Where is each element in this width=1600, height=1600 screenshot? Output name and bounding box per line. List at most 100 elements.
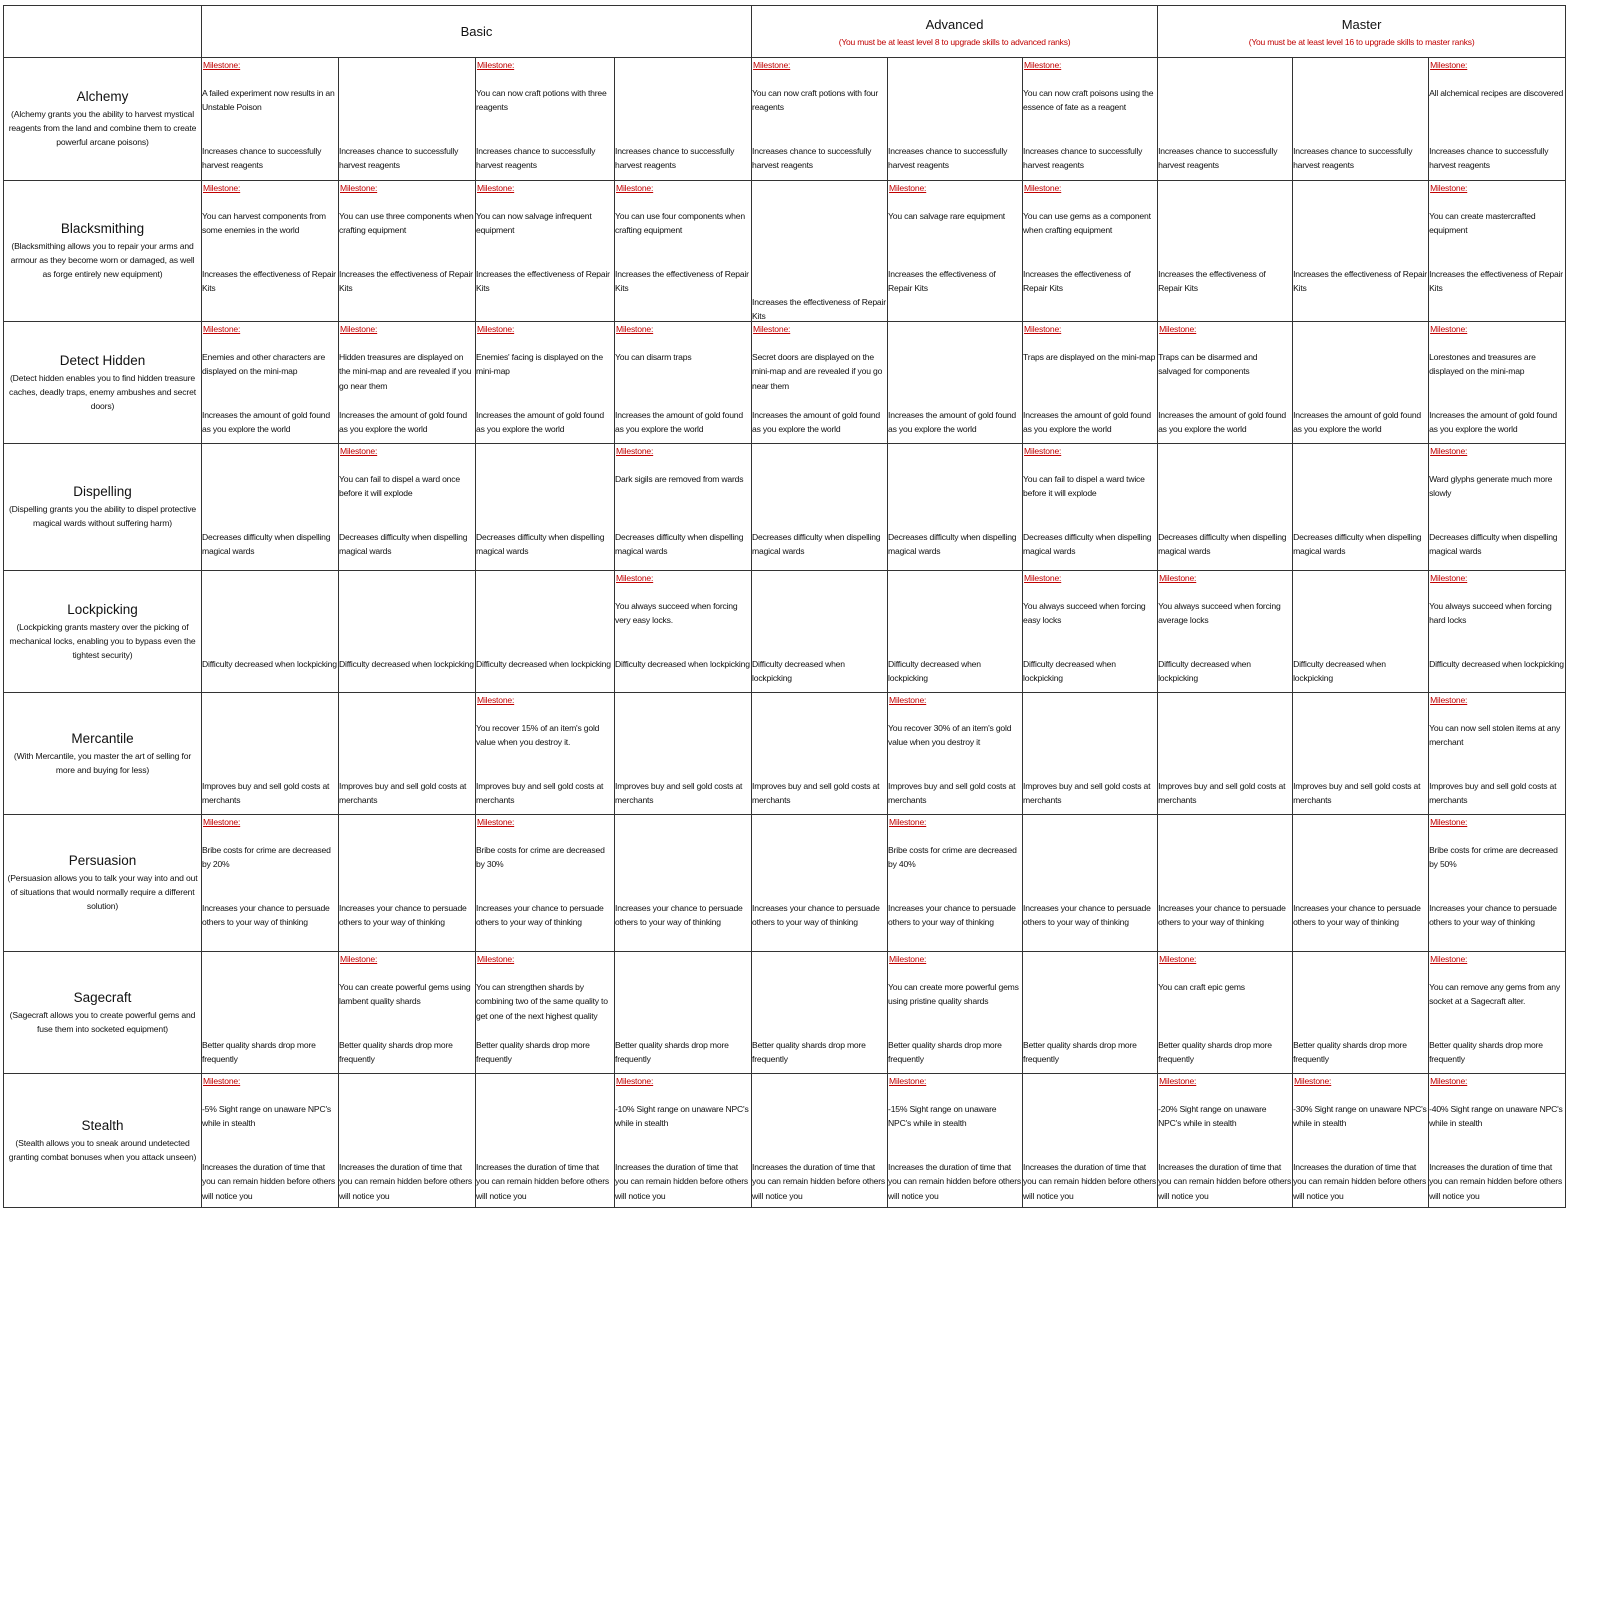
milestone-text: You recover 30% of an item's gold value … <box>888 723 1012 748</box>
skill-name: Alchemy <box>76 89 129 104</box>
rank-bonus-text: Increases the duration of time that you … <box>1293 1162 1427 1201</box>
rank-cell: Milestone: You can create more powerful … <box>887 951 1024 1074</box>
milestone-text: Hidden treasures are displayed on the mi… <box>339 352 472 391</box>
rank-cell: Better quality shards drop more frequent… <box>1292 951 1430 1074</box>
rank-cell: Increases your chance to persuade others… <box>751 814 889 952</box>
milestone-label: Milestone: <box>1024 324 1062 334</box>
milestone-text: You recover 15% of an item's gold value … <box>476 723 600 748</box>
milestone-label: Milestone: <box>616 183 654 193</box>
rank-bonus-text: Decreases difficulty when dispelling mag… <box>1293 532 1422 557</box>
rank-cell: Milestone: You can fail to dispel a ward… <box>1022 443 1159 571</box>
skill-row: Lockpicking (Lockpicking grants mastery … <box>3 570 1567 693</box>
rank-cell: Milestone: Bribe costs for crime are dec… <box>887 814 1024 952</box>
rank-bonus-text: Increases the effectiveness of Repair Ki… <box>1429 269 1563 294</box>
rank-bonus-text: Difficulty decreased when lockpicking <box>1293 659 1386 684</box>
milestone-label: Milestone: <box>889 1076 927 1086</box>
skill-header-cell: Lockpicking (Lockpicking grants mastery … <box>3 570 202 693</box>
rank-bonus-text: Decreases difficulty when dispelling mag… <box>888 532 1017 557</box>
rank-bonus-text: Increases your chance to persuade others… <box>339 903 467 928</box>
milestone-text: You can now craft poisons using the esse… <box>1023 88 1154 113</box>
rank-cell: Increases your chance to persuade others… <box>1292 814 1430 952</box>
rank-cell: Milestone: -5% Sight range on unaware NP… <box>201 1073 339 1208</box>
rank-bonus-text: Increases chance to successfully harvest… <box>752 146 872 171</box>
rank-bonus-text: Increases the amount of gold found as yo… <box>1158 410 1287 435</box>
rank-bonus-text: Better quality shards drop more frequent… <box>1293 1040 1407 1065</box>
milestone-label: Milestone: <box>1430 695 1468 705</box>
skill-row: Alchemy (Alchemy grants you the ability … <box>3 57 1567 181</box>
milestone-text: You can harvest components from some ene… <box>202 211 326 236</box>
rank-cell: Difficulty decreased when lockpicking <box>338 570 476 693</box>
milestone-text: Dark sigils are removed from wards <box>615 474 744 484</box>
rank-cell: Milestone: Secret doors are displayed on… <box>751 321 889 444</box>
rank-cell: Difficulty decreased when lockpicking <box>475 570 615 693</box>
tier-name: Basic <box>460 24 493 39</box>
skill-name: Persuasion <box>68 853 137 868</box>
rank-bonus-text: Increases the effectiveness of Repair Ki… <box>476 269 610 294</box>
milestone-text: You can disarm traps <box>615 352 692 362</box>
rank-bonus-text: Increases the amount of gold found as yo… <box>339 410 467 435</box>
rank-bonus-text: Difficulty decreased when lockpicking <box>888 659 981 684</box>
rank-cell: Milestone: You can strengthen shards by … <box>475 951 615 1074</box>
rank-cell: Better quality shards drop more frequent… <box>1022 951 1159 1074</box>
skill-header-cell: Stealth (Stealth allows you to sneak aro… <box>3 1073 202 1208</box>
milestone-text: Bribe costs for crime are decreased by 5… <box>1429 845 1558 870</box>
rank-cell: Increases your chance to persuade others… <box>1157 814 1294 952</box>
rank-cell: Improves buy and sell gold costs at merc… <box>201 692 339 815</box>
rank-cell: Increases chance to successfully harvest… <box>887 57 1024 181</box>
rank-cell: Milestone: You can disarm traps Increases… <box>613 321 753 444</box>
rank-cell: Increases the duration of time that you … <box>751 1073 889 1208</box>
rank-bonus-text: Better quality shards drop more frequent… <box>615 1040 729 1065</box>
milestone-text: Lorestones and treasures are displayed o… <box>1429 352 1536 377</box>
rank-bonus-text: Improves buy and sell gold costs at merc… <box>752 781 880 806</box>
skill-description: (Detect hidden enables you to find hidde… <box>9 372 196 411</box>
rank-bonus-text: Better quality shards drop more frequent… <box>752 1040 866 1065</box>
rank-cell: Improves buy and sell gold costs at merc… <box>1157 692 1294 815</box>
milestone-text: Bribe costs for crime are decreased by 3… <box>476 845 605 870</box>
rank-bonus-text: Difficulty decreased when lockpicking <box>476 659 611 669</box>
milestone-text: Secret doors are displayed on the mini-m… <box>752 352 883 391</box>
rank-bonus-text: Increases your chance to persuade others… <box>1023 903 1151 928</box>
rank-bonus-text: Increases your chance to persuade others… <box>1158 903 1286 928</box>
rank-cell: Milestone: -30% Sight range on unaware N… <box>1292 1073 1430 1208</box>
rank-cell: Increases the effectiveness of Repair Ki… <box>751 180 889 322</box>
milestone-label: Milestone: <box>477 954 515 964</box>
milestone-text: You can salvage rare equipment <box>888 211 1005 221</box>
rank-bonus-text: Better quality shards drop more frequent… <box>476 1040 590 1065</box>
rank-cell: Increases your chance to persuade others… <box>338 814 476 952</box>
rank-bonus-text: Increases chance to successfully harvest… <box>476 146 596 171</box>
rank-bonus-text: Increases the effectiveness of Repair Ki… <box>339 269 473 294</box>
rank-cell: Increases chance to successfully harvest… <box>338 57 476 181</box>
milestone-label: Milestone: <box>203 60 241 70</box>
milestone-label: Milestone: <box>1430 1076 1468 1086</box>
rank-bonus-text: Decreases difficulty when dispelling mag… <box>615 532 744 557</box>
rank-cell: Increases chance to successfully harvest… <box>1292 57 1430 181</box>
rank-cell: Decreases difficulty when dispelling mag… <box>887 443 1024 571</box>
rank-cell: Improves buy and sell gold costs at merc… <box>1022 692 1159 815</box>
rank-cell: Milestone: You can salvage rare equipmen… <box>887 180 1024 322</box>
milestone-label: Milestone: <box>1024 60 1062 70</box>
milestone-text: Traps are displayed on the mini-map <box>1023 352 1156 362</box>
rank-bonus-text: Improves buy and sell gold costs at merc… <box>202 781 330 806</box>
milestone-text: You can now craft potions with three rea… <box>476 88 607 113</box>
milestone-text: -15% Sight range on unaware NPC's while … <box>888 1104 997 1129</box>
rank-cell: Increases your chance to persuade others… <box>1022 814 1159 952</box>
rank-cell: Improves buy and sell gold costs at merc… <box>613 692 753 815</box>
milestone-text: You can now craft potions with four reag… <box>752 88 879 113</box>
skill-name: Blacksmithing <box>60 221 145 236</box>
rank-bonus-text: Decreases difficulty when dispelling mag… <box>1158 532 1287 557</box>
rank-cell: Increases the amount of gold found as yo… <box>1292 321 1430 444</box>
milestone-label: Milestone: <box>1294 1076 1332 1086</box>
milestone-text: You can use gems as a component when cra… <box>1023 211 1151 236</box>
rank-bonus-text: Better quality shards drop more frequent… <box>339 1040 453 1065</box>
milestone-text: You can fail to dispel a ward twice befo… <box>1023 474 1145 499</box>
rank-cell: Increases your chance to persuade others… <box>613 814 753 952</box>
rank-bonus-text: Increases the duration of time that you … <box>1158 1162 1292 1201</box>
milestone-label: Milestone: <box>340 954 378 964</box>
milestone-label: Milestone: <box>203 183 241 193</box>
rank-bonus-text: Increases the duration of time that you … <box>476 1162 609 1201</box>
rank-bonus-text: Improves buy and sell gold costs at merc… <box>1158 781 1286 806</box>
skill-name: Sagecraft <box>73 989 132 1005</box>
rank-cell: Milestone: You can remove any gems from … <box>1428 951 1567 1074</box>
rank-cell: Milestone: You can now salvage infrequen… <box>475 180 615 322</box>
milestone-label: Milestone: <box>340 183 378 193</box>
